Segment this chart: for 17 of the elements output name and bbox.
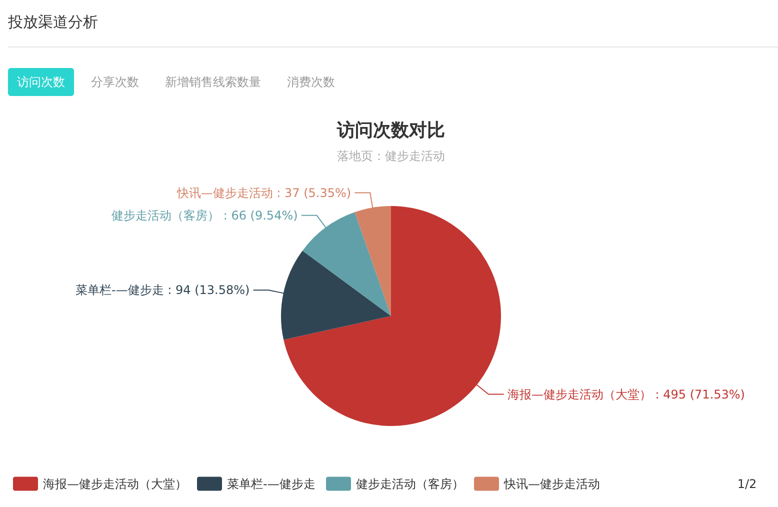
data-label: 快讯—健步走活动 : 37 (5.35%) — [176, 186, 352, 200]
legend-label: 健步走活动（客房） — [356, 476, 464, 491]
text: 新增销售线索数量 — [165, 75, 261, 89]
legend-label: 快讯—健步走活动 — [503, 476, 600, 491]
text: 访问次数 — [17, 75, 65, 89]
legend-label: 菜单栏-—健步走 — [227, 476, 316, 491]
data-label: 海报—健步走活动（大堂） : 495 (71.53%) — [507, 387, 745, 402]
legend-label: 海报—健步走活动（大堂） — [43, 476, 187, 491]
pie-slice — [302, 212, 391, 316]
text: 投放渠道分析 — [7, 13, 98, 31]
data-label: 菜单栏-—健步走 : 94 (13.58%) — [75, 283, 250, 298]
chart-title: 访问次数对比 — [336, 120, 445, 141]
text: 1/2 — [737, 477, 757, 491]
data-label: 健步走活动（客房） : 66 (9.54%) — [112, 208, 298, 222]
text: 消费次数 — [287, 75, 335, 89]
text: 分享次数 — [91, 75, 139, 89]
chart-subtitle: 落地页：健步走活动 — [337, 149, 445, 163]
